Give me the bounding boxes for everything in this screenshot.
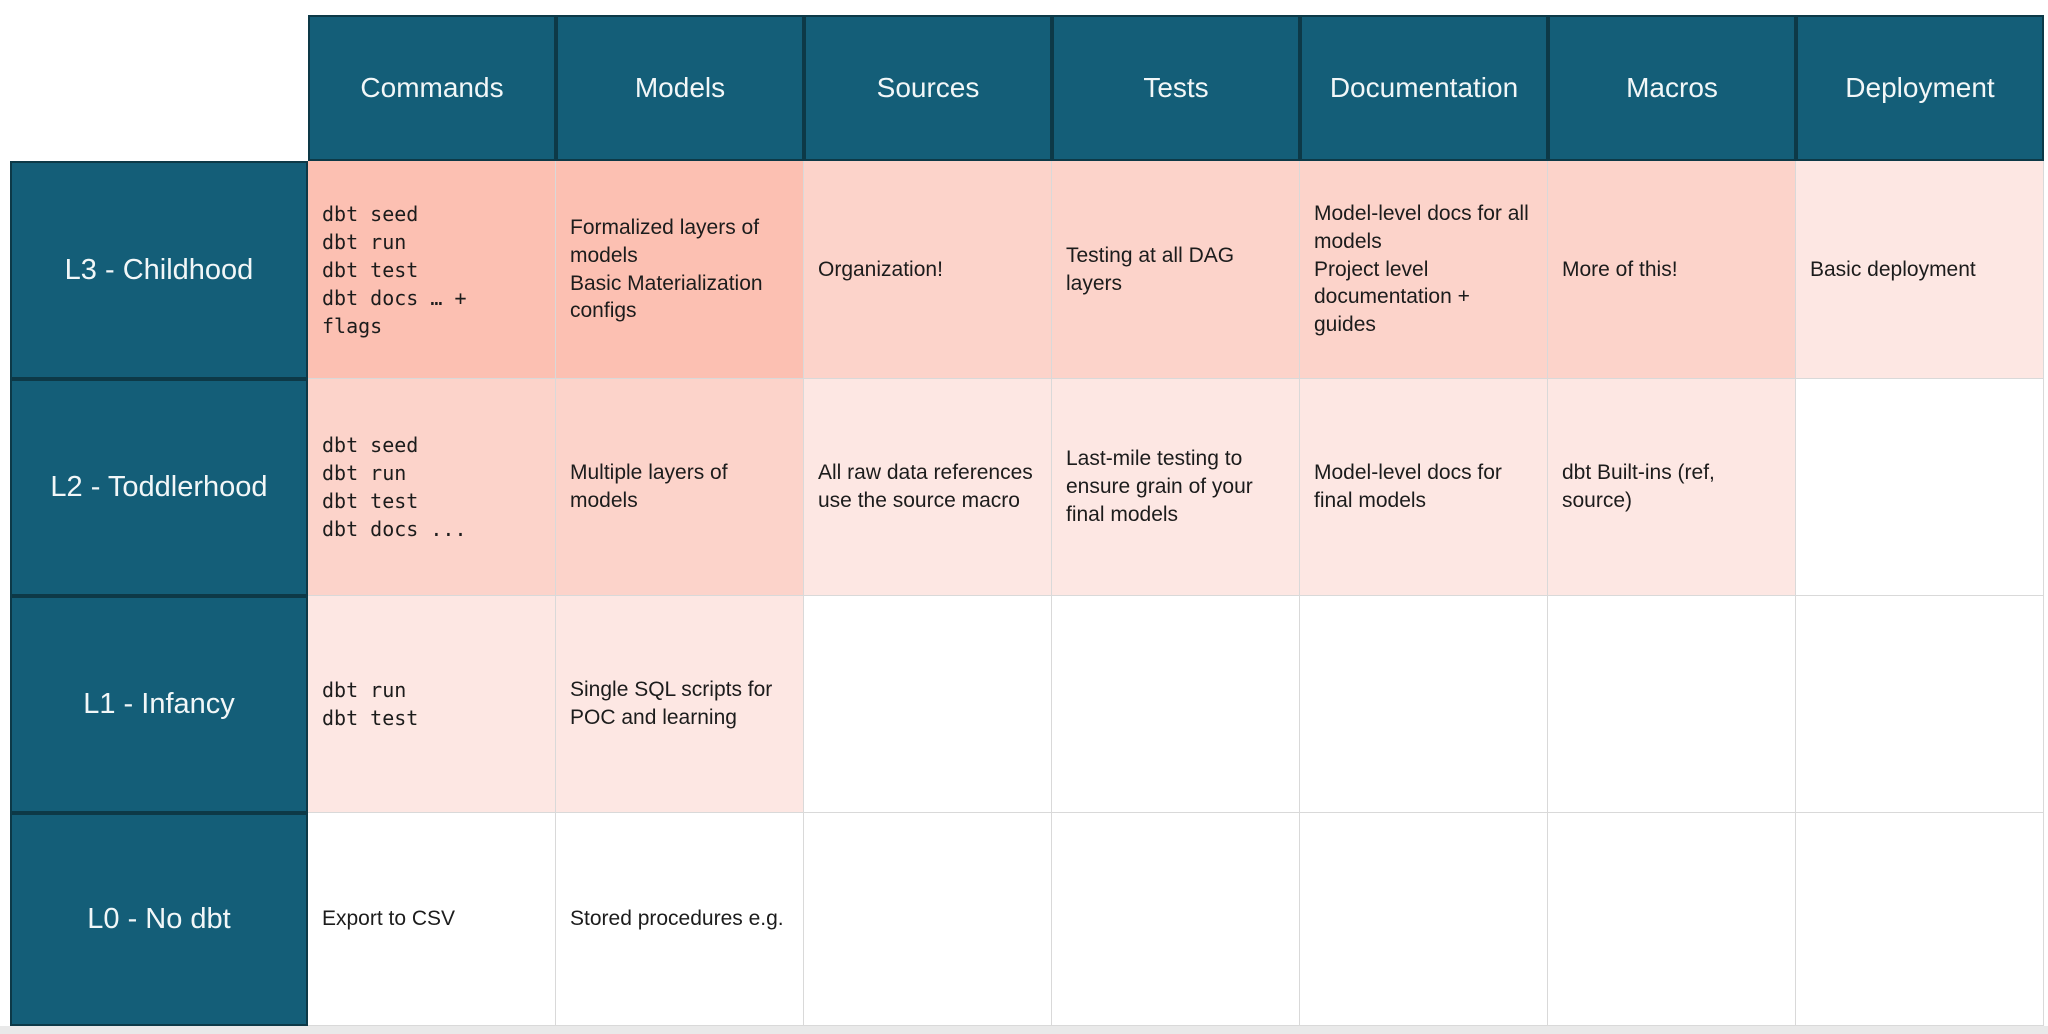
- cell-l2-sources: All raw data references use the source m…: [804, 379, 1052, 596]
- cell-l0-commands: Export to CSV: [308, 813, 556, 1026]
- cell-l0-macros: [1548, 813, 1796, 1026]
- cell-l2-models: Multiple layers of models: [556, 379, 804, 596]
- row-header-l0: L0 - No dbt: [10, 813, 308, 1026]
- column-header-deployment: Deployment: [1796, 15, 2044, 161]
- row-header-l2: L2 - Toddlerhood: [10, 379, 308, 596]
- cell-l3-commands: dbt seed dbt run dbt test dbt docs … + f…: [308, 161, 556, 379]
- cell-l0-documentation: [1300, 813, 1548, 1026]
- cell-l2-commands: dbt seed dbt run dbt test dbt docs ...: [308, 379, 556, 596]
- cell-l0-deployment: [1796, 813, 2044, 1026]
- cell-l0-tests: [1052, 813, 1300, 1026]
- cell-l1-commands: dbt run dbt test: [308, 596, 556, 813]
- cell-l0-sources: [804, 813, 1052, 1026]
- cell-l3-tests: Testing at all DAG layers: [1052, 161, 1300, 379]
- cell-l2-documentation: Model-level docs for final models: [1300, 379, 1548, 596]
- cell-l2-tests: Last-mile testing to ensure grain of you…: [1052, 379, 1300, 596]
- column-header-macros: Macros: [1548, 15, 1796, 161]
- cell-l0-models: Stored procedures e.g.: [556, 813, 804, 1026]
- cell-l1-models: Single SQL scripts for POC and learning: [556, 596, 804, 813]
- cell-l1-sources: [804, 596, 1052, 813]
- cell-l2-macros: dbt Built-ins (ref, source): [1548, 379, 1796, 596]
- column-header-commands: Commands: [308, 15, 556, 161]
- column-header-documentation: Documentation: [1300, 15, 1548, 161]
- cell-l1-documentation: [1300, 596, 1548, 813]
- cell-l3-sources: Organization!: [804, 161, 1052, 379]
- column-header-sources: Sources: [804, 15, 1052, 161]
- row-header-l3: L3 - Childhood: [10, 161, 308, 379]
- cell-l3-documentation: Model-level docs for all models Project …: [1300, 161, 1548, 379]
- column-header-models: Models: [556, 15, 804, 161]
- cell-l3-models: Formalized layers of models Basic Materi…: [556, 161, 804, 379]
- cell-l2-deployment: [1796, 379, 2044, 596]
- cell-l1-deployment: [1796, 596, 2044, 813]
- row-header-l1: L1 - Infancy: [10, 596, 308, 813]
- cell-l1-macros: [1548, 596, 1796, 813]
- cell-l1-tests: [1052, 596, 1300, 813]
- corner-cell: [10, 15, 308, 161]
- column-header-tests: Tests: [1052, 15, 1300, 161]
- maturity-matrix-table: Commands Models Sources Tests Documentation M…: [10, 15, 2044, 1026]
- cell-l3-deployment: Basic deployment: [1796, 161, 2044, 379]
- page-bottom-strip: [0, 1026, 2048, 1034]
- cell-l3-macros: More of this!: [1548, 161, 1796, 379]
